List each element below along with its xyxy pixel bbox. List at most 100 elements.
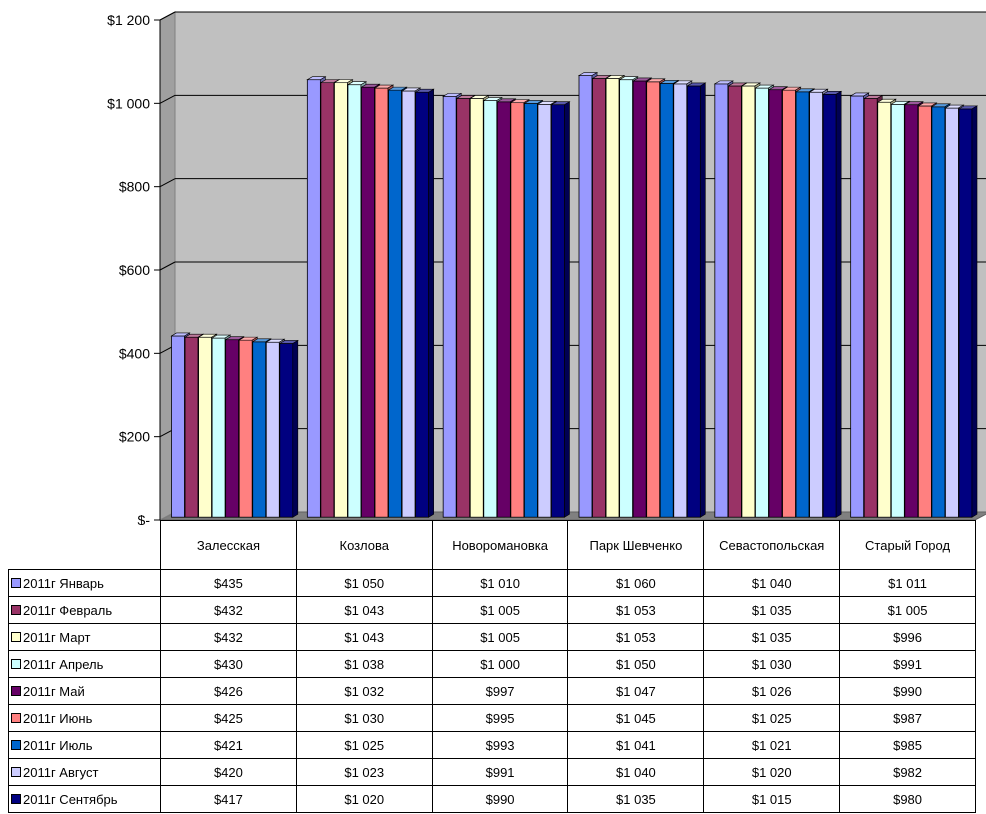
gridline-side bbox=[159, 94, 176, 104]
table-row: 2011г Июнь $425 $1 030 $995 $1 045 $1 025 $987 bbox=[8, 704, 976, 732]
bar-front bbox=[523, 103, 538, 518]
y-tick-label: $1 000 bbox=[107, 95, 150, 111]
bar-front bbox=[714, 83, 729, 518]
data-label: $1 045 bbox=[567, 704, 705, 732]
bar-front bbox=[619, 79, 634, 518]
category-label: Новоромановка bbox=[431, 520, 569, 570]
table-row: 2011г Август $420 $1 023 $991 $1 040 $1 020 $9… bbox=[8, 758, 976, 786]
y-tick-label: $200 bbox=[119, 429, 150, 445]
data-label: $982 bbox=[839, 758, 976, 786]
bar bbox=[278, 339, 299, 518]
data-label: $1 025 bbox=[703, 704, 841, 732]
y-tick-label: $400 bbox=[119, 345, 150, 361]
legend-swatch bbox=[11, 578, 21, 589]
data-label: $1 050 bbox=[295, 569, 433, 597]
bar-front bbox=[890, 103, 905, 518]
bar-front bbox=[850, 95, 865, 518]
category-label: Козлова bbox=[295, 520, 433, 570]
data-label: $1 043 bbox=[295, 596, 433, 624]
data-label: $995 bbox=[431, 704, 569, 732]
data-label: $990 bbox=[839, 677, 976, 705]
bar-front bbox=[252, 341, 267, 518]
legend-entry: 2011г Сентябрь bbox=[8, 785, 161, 813]
data-label: $1 038 bbox=[295, 650, 433, 678]
data-label: $417 bbox=[160, 785, 297, 813]
bar-front bbox=[374, 87, 389, 518]
legend-swatch bbox=[11, 659, 21, 670]
data-label: $435 bbox=[160, 569, 297, 597]
bar-front bbox=[863, 98, 878, 518]
category-label: Парк Шевченко bbox=[567, 520, 705, 570]
chart-plot: $-$200$400$600$800$1 000$1 200 bbox=[107, 11, 986, 525]
table-row: 2011г Май $426 $1 032 $997 $1 047 $1 026 $990 bbox=[8, 677, 976, 705]
series-name: 2011г Февраль bbox=[23, 602, 113, 618]
bar-side bbox=[564, 101, 570, 518]
bar-front bbox=[347, 84, 362, 518]
data-label: $432 bbox=[160, 623, 297, 651]
bar bbox=[822, 90, 843, 518]
series-name: 2011г Июнь bbox=[23, 710, 93, 726]
bar-front bbox=[646, 81, 661, 518]
data-label: $1 011 bbox=[839, 569, 976, 597]
data-label: $1 047 bbox=[567, 677, 705, 705]
data-label: $1 005 bbox=[431, 623, 569, 651]
legend-entry: 2011г Январь bbox=[8, 569, 161, 597]
bar-front bbox=[809, 91, 824, 518]
bar-front bbox=[279, 343, 294, 518]
table-row: 2011г Январь $435 $1 050 $1 010 $1 060 $1 040… bbox=[8, 569, 976, 597]
bar-side bbox=[700, 82, 706, 518]
data-label: $1 005 bbox=[839, 596, 976, 624]
bar-front bbox=[931, 106, 946, 518]
bar-front bbox=[917, 105, 932, 518]
legend-entry: 2011г Март bbox=[8, 623, 161, 651]
bar-front bbox=[184, 336, 199, 518]
data-label: $1 030 bbox=[703, 650, 841, 678]
data-label: $1 053 bbox=[567, 623, 705, 651]
legend-entry: 2011г Апрель bbox=[8, 650, 161, 678]
data-label: $987 bbox=[839, 704, 976, 732]
bar-front bbox=[632, 80, 647, 518]
bar-front bbox=[592, 78, 606, 518]
bar-side bbox=[428, 88, 434, 518]
bar-front bbox=[211, 337, 226, 518]
legend-swatch bbox=[11, 713, 21, 724]
data-label: $1 015 bbox=[703, 785, 841, 813]
bar-front bbox=[877, 101, 892, 518]
series-name: 2011г Январь bbox=[23, 575, 104, 591]
legend-swatch bbox=[11, 767, 21, 778]
data-label: $997 bbox=[431, 677, 569, 705]
data-label: $426 bbox=[160, 677, 297, 705]
data-label: $1 025 bbox=[295, 731, 433, 759]
data-label: $1 005 bbox=[431, 596, 569, 624]
bar-front bbox=[673, 83, 688, 518]
y-tick-label: $1 200 bbox=[107, 12, 150, 28]
bar-front bbox=[795, 91, 810, 518]
bar-front bbox=[958, 108, 973, 518]
data-label: $421 bbox=[160, 731, 297, 759]
data-label: $993 bbox=[431, 731, 569, 759]
series-name: 2011г Май bbox=[23, 683, 85, 699]
series-name: 2011г Апрель bbox=[23, 656, 104, 672]
y-tick-label: $600 bbox=[119, 262, 150, 278]
bar-front bbox=[198, 336, 213, 518]
data-label: $1 020 bbox=[703, 758, 841, 786]
data-label: $1 020 bbox=[295, 785, 433, 813]
data-label: $1 053 bbox=[567, 596, 705, 624]
bar-front bbox=[225, 339, 240, 518]
bar bbox=[686, 82, 707, 518]
data-label: $1 030 bbox=[295, 704, 433, 732]
bar-front bbox=[483, 100, 498, 518]
bar-front bbox=[415, 91, 430, 518]
data-label: $1 040 bbox=[703, 569, 841, 597]
bar-side bbox=[835, 90, 842, 518]
table-row: 2011г Март $432 $1 043 $1 005 $1 053 $1 035 $9… bbox=[8, 623, 976, 651]
gridline-side bbox=[159, 11, 176, 21]
data-label: $1 021 bbox=[703, 731, 841, 759]
data-label: $1 043 bbox=[295, 623, 433, 651]
data-label: $991 bbox=[431, 758, 569, 786]
bar-front bbox=[265, 341, 280, 518]
table-header-row: Залесская Козлова Новоромановка Парк Шевчен… bbox=[8, 520, 976, 570]
bar-front bbox=[306, 79, 321, 518]
bar-front bbox=[768, 89, 783, 518]
data-label: $1 026 bbox=[703, 677, 841, 705]
